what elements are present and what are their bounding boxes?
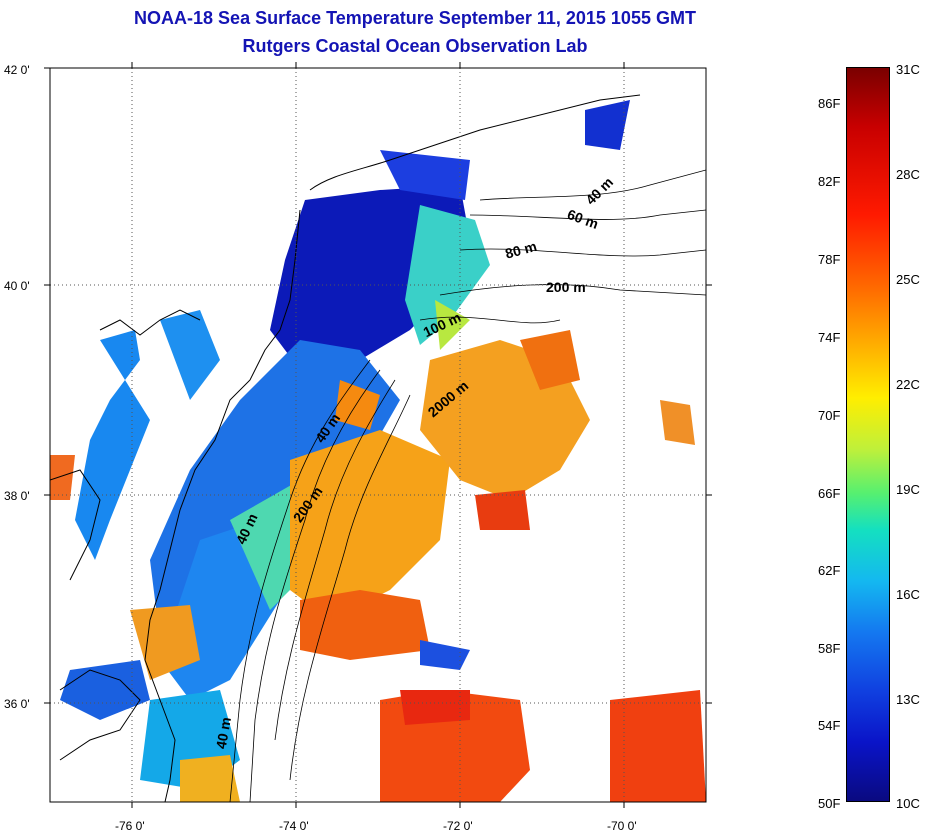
colorbar-f-label: 74F	[818, 330, 841, 345]
colorbar-f-label: 78F	[818, 252, 841, 267]
colorbar-f-label: 50F	[818, 796, 841, 811]
x-tick-label: -72 0'	[443, 819, 473, 832]
map-frame	[49, 67, 707, 803]
temperature-colorbar	[846, 67, 890, 802]
contour-label: 80 m	[503, 238, 538, 262]
colorbar-c-label: 19C	[896, 482, 920, 497]
colorbar-f-label: 70F	[818, 408, 841, 423]
colorbar-c-label: 25C	[896, 272, 920, 287]
map-subtitle: Rutgers Coastal Ocean Observation Lab	[242, 36, 588, 56]
colorbar-f-label: 62F	[818, 563, 841, 578]
contour-label: 60 m	[565, 206, 600, 232]
colorbar-f-label: 82F	[818, 174, 841, 189]
colorbar-c-label: 13C	[896, 692, 920, 707]
x-tick-label: -74 0'	[279, 819, 309, 832]
colorbar-f-label: 86F	[818, 96, 841, 111]
y-tick-label: 38 0'	[4, 489, 30, 503]
contour-label: 40 m	[582, 174, 616, 208]
colorbar-f-label: 54F	[818, 718, 841, 733]
axis-ticks	[44, 62, 712, 808]
x-tick-label: -70 0'	[607, 819, 637, 832]
lat-lon-grid	[50, 68, 706, 802]
colorbar-c-label: 16C	[896, 587, 920, 602]
y-tick-label: 36 0'	[4, 697, 30, 711]
colorbar-f-label: 66F	[818, 486, 841, 501]
colorbar-f-label: 58F	[818, 641, 841, 656]
contour-label: 200 m	[546, 279, 586, 295]
colorbar-c-label: 10C	[896, 796, 920, 811]
coastline	[50, 94, 641, 802]
colorbar-c-label: 22C	[896, 377, 920, 392]
contour-label: 40 m	[213, 716, 234, 750]
colorbar-c-label: 28C	[896, 167, 920, 182]
y-tick-label: 40 0'	[4, 279, 30, 293]
y-tick-label: 42 0'	[4, 63, 30, 77]
map-content: 40 m 60 m 80 m 200 m 100 m 2000 m 40 m 2…	[50, 68, 706, 802]
sst-patches	[50, 100, 706, 802]
map-title: NOAA-18 Sea Surface Temperature Septembe…	[134, 8, 696, 28]
bathymetry-contours	[229, 169, 706, 802]
x-tick-label: -76 0'	[115, 819, 145, 832]
colorbar-c-label: 31C	[896, 62, 920, 77]
